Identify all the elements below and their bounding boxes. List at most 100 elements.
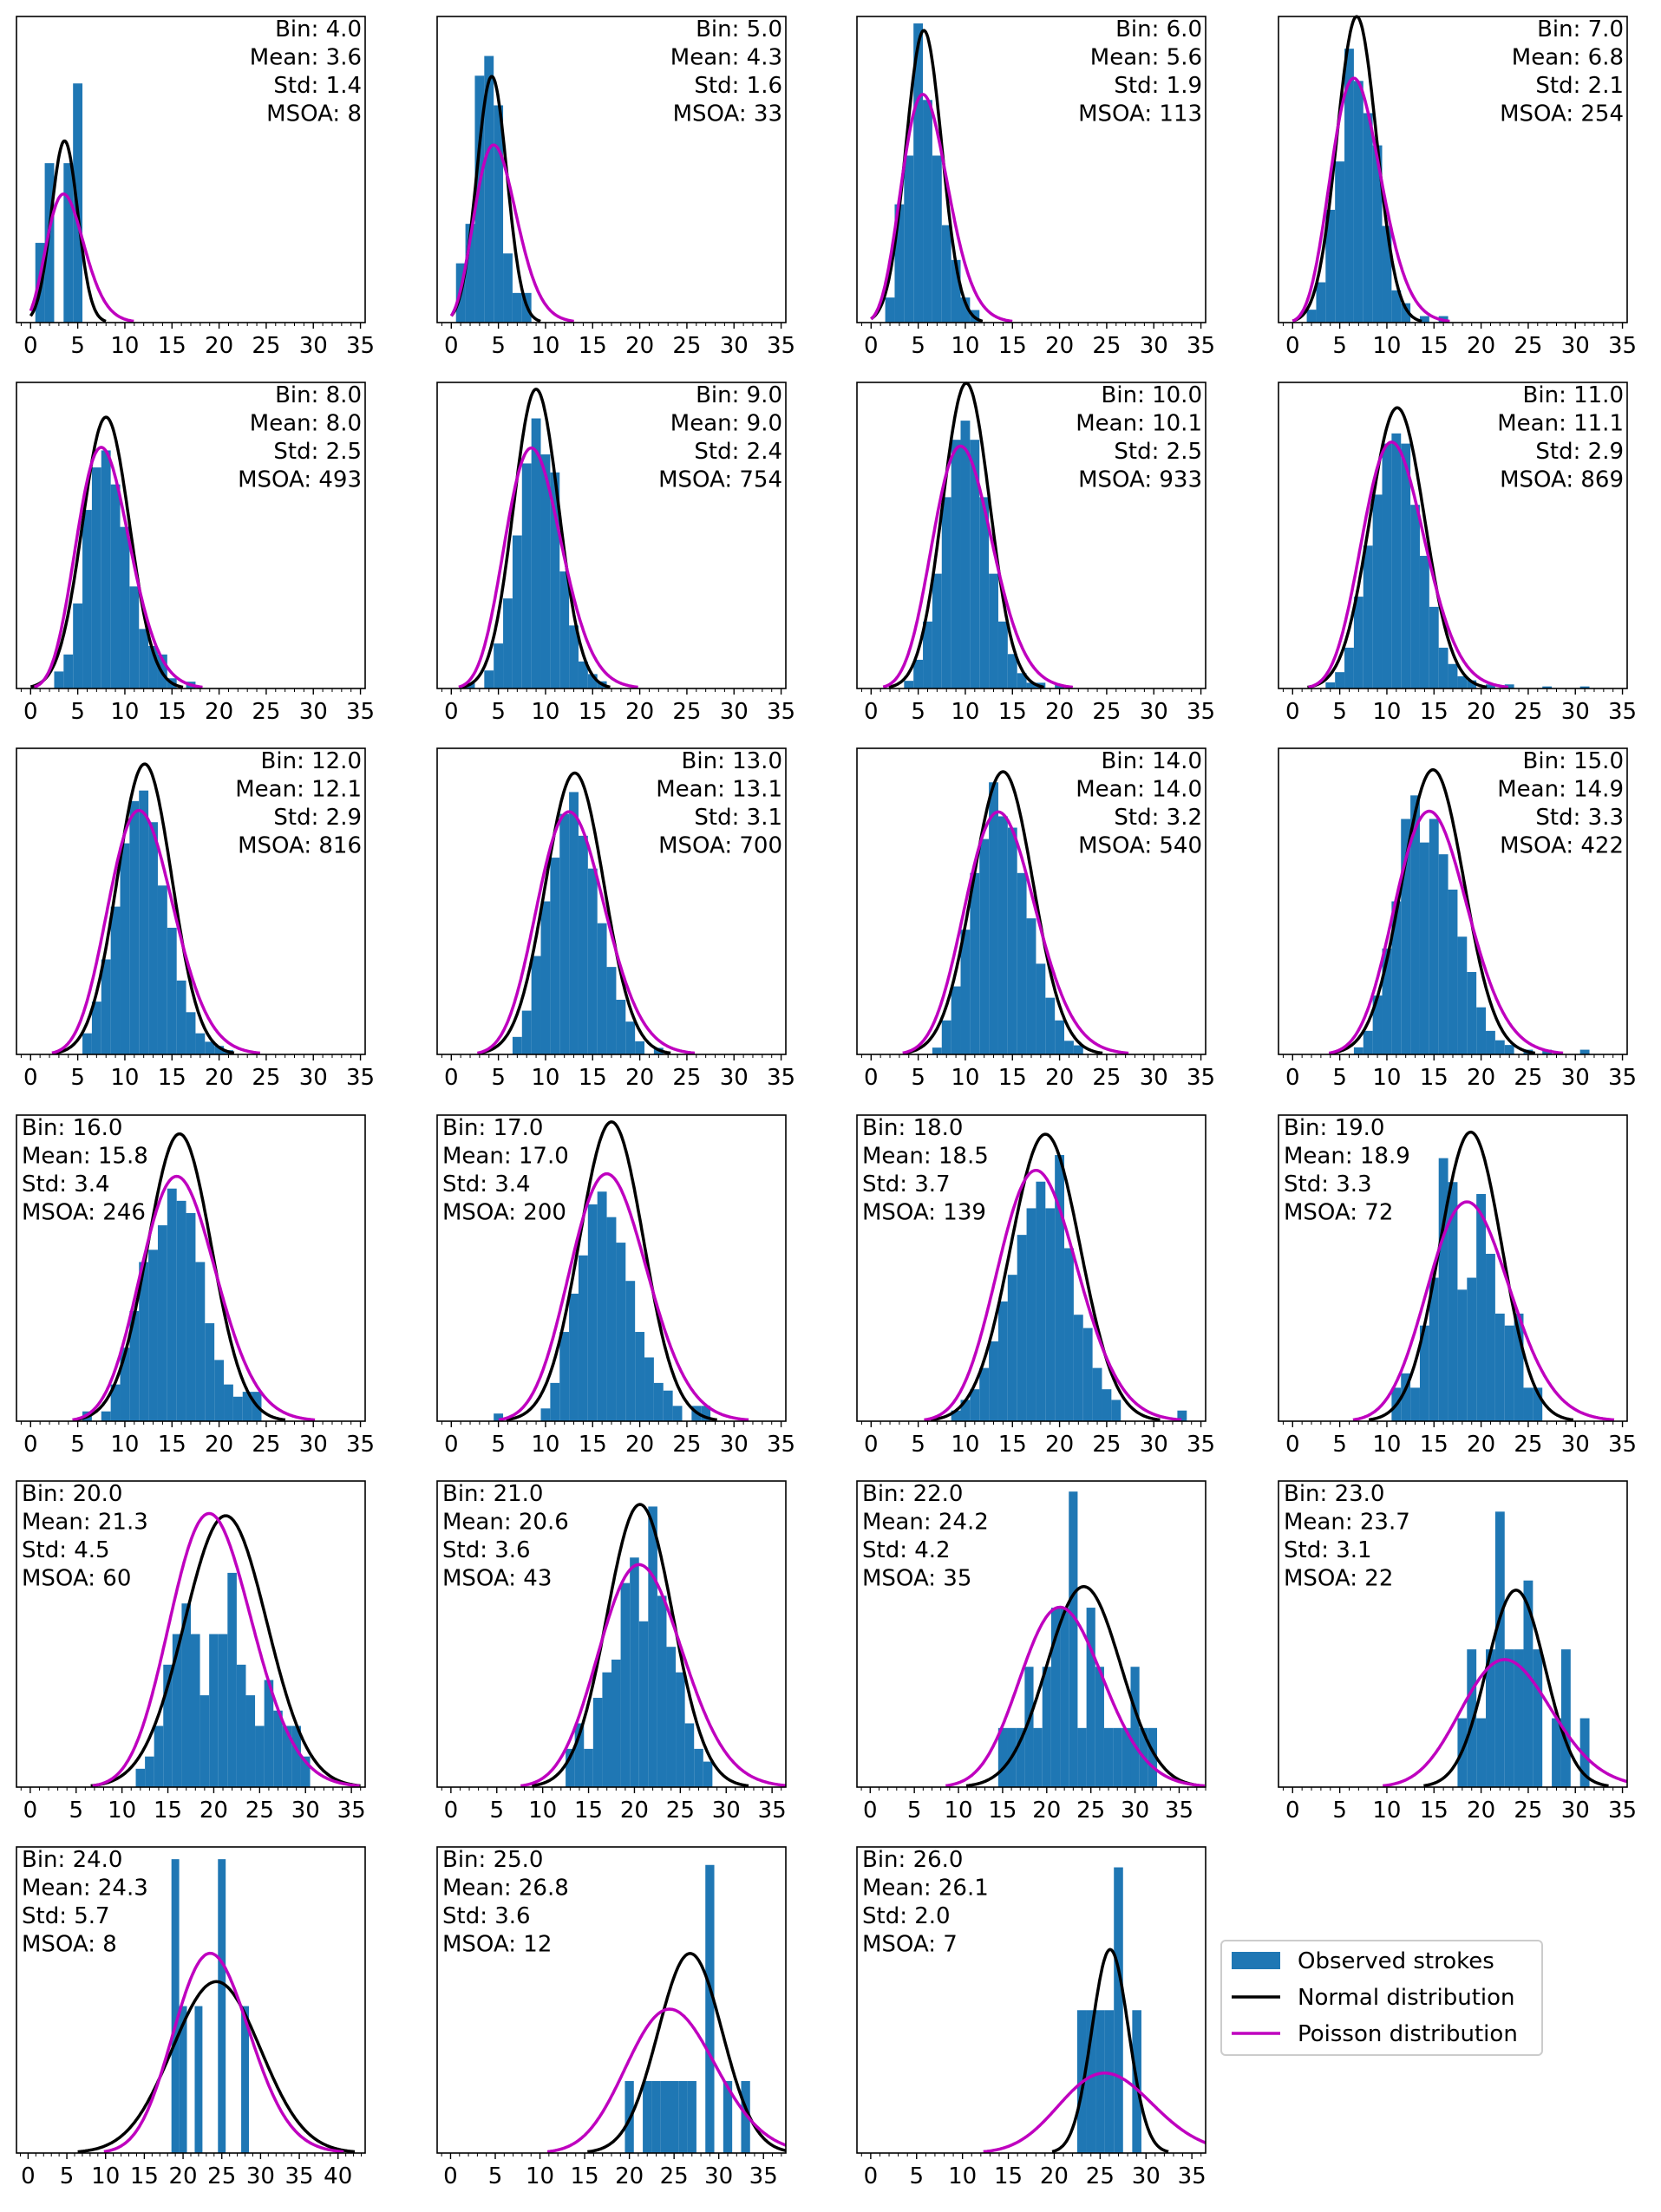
x-tick-label: 25	[1086, 2163, 1115, 2189]
stats-annotation-line: Mean: 15.8	[22, 1144, 148, 1170]
x-tick-label: 15	[154, 1798, 182, 1824]
stats-annotation-line: Bin: 14.0	[1102, 748, 1202, 774]
x-tick-label: 40	[324, 2163, 352, 2189]
stats-annotation-line: Bin: 7.0	[1537, 16, 1624, 42]
observed-bar	[625, 1281, 636, 1421]
x-tick-label: 30	[1561, 1798, 1590, 1824]
observed-bar	[597, 1191, 607, 1421]
observed-bar	[923, 621, 932, 688]
observed-bar	[120, 1347, 130, 1421]
observed-bar	[569, 1293, 579, 1421]
x-tick-label: 35	[767, 1065, 795, 1091]
stats-annotation-line: Bin: 8.0	[275, 382, 362, 408]
legend-label-observed: Observed strokes	[1298, 1948, 1494, 1974]
x-tick-label: 15	[1420, 1432, 1448, 1458]
observed-bar	[678, 2080, 688, 2153]
observed-bar	[465, 224, 475, 323]
observed-bar	[205, 1041, 215, 1054]
normal-curve	[29, 415, 184, 689]
x-tick-label: 10	[1372, 1798, 1401, 1824]
observed-bar	[145, 1756, 154, 1787]
x-tick-label: 20	[625, 1432, 654, 1458]
observed-bar	[148, 1250, 158, 1421]
observed-bar	[1514, 1313, 1524, 1421]
observed-bar	[1095, 1667, 1104, 1787]
x-tick-label: 35	[1165, 1798, 1193, 1824]
observed-bar	[245, 1695, 256, 1787]
observed-bar	[176, 1200, 186, 1421]
observed-bar	[1007, 1275, 1017, 1421]
observed-bar	[1363, 1030, 1373, 1054]
x-tick-label: 15	[1420, 1065, 1448, 1091]
observed-bar	[597, 923, 607, 1054]
observed-bar	[550, 858, 560, 1054]
observed-bar	[1494, 1511, 1505, 1787]
x-tick-label: 35	[346, 1432, 375, 1458]
observed-bar	[1514, 1649, 1524, 1787]
observed-bar	[951, 986, 961, 1054]
observed-bar	[569, 792, 579, 1054]
observed-bar	[684, 1723, 695, 1787]
x-tick-label: 15	[158, 699, 186, 725]
x-tick-label: 5	[911, 1432, 925, 1458]
observed-bar	[232, 1396, 243, 1421]
observed-bar	[1438, 647, 1448, 688]
stats-annotation-line: MSOA: 540	[1078, 833, 1202, 859]
observed-bar	[592, 1698, 603, 1787]
x-tick-label: 5	[69, 1798, 83, 1824]
poisson-curve	[982, 2072, 1207, 2154]
x-tick-label: 5	[1332, 699, 1347, 725]
observed-bar	[1552, 1718, 1561, 1787]
x-tick-label: 20	[1045, 699, 1074, 725]
observed-bar	[666, 1647, 677, 1787]
x-tick-label: 0	[443, 2163, 458, 2189]
observed-bar	[282, 1726, 292, 1787]
observed-bar	[1064, 1041, 1074, 1054]
x-tick-label: 0	[23, 333, 38, 359]
x-tick-label: 25	[252, 1432, 280, 1458]
x-tick-label: 10	[1372, 1432, 1401, 1458]
x-tick-label: 10	[951, 699, 979, 725]
stats-annotation-line: Bin: 9.0	[696, 382, 782, 408]
x-tick-label: 30	[720, 1432, 749, 1458]
observed-bar	[194, 2006, 203, 2153]
observed-bar	[1353, 81, 1363, 323]
observed-bar	[1060, 1608, 1069, 1787]
observed-bar	[172, 1634, 182, 1787]
x-tick-label: 10	[531, 1065, 559, 1091]
observed-bar	[1401, 1373, 1411, 1421]
x-tick-label: 10	[108, 1798, 136, 1824]
x-tick-label: 5	[491, 333, 506, 359]
observed-bar	[1504, 684, 1514, 688]
x-tick-label: 5	[1332, 1432, 1347, 1458]
stats-annotation-line: Bin: 10.0	[1102, 382, 1202, 408]
observed-bar	[1042, 1667, 1051, 1787]
observed-bar	[1429, 606, 1439, 688]
stats-annotation-line: MSOA: 700	[658, 833, 782, 859]
observed-bar	[82, 510, 92, 688]
x-tick-label: 20	[1467, 699, 1495, 725]
x-tick-label: 35	[1608, 1065, 1637, 1091]
observed-bar	[1533, 1649, 1543, 1787]
observed-bar	[1382, 443, 1392, 688]
normal-curve	[461, 388, 611, 689]
observed-bar	[1448, 1182, 1458, 1421]
observed-bar	[970, 440, 980, 688]
x-tick-label: 15	[998, 1432, 1027, 1458]
observed-bar	[574, 1723, 585, 1787]
observed-bar	[171, 1859, 180, 2153]
x-tick-label: 0	[864, 333, 879, 359]
x-tick-label: 30	[704, 2163, 733, 2189]
x-tick-label: 15	[579, 1432, 607, 1458]
x-tick-label: 35	[767, 1432, 795, 1458]
x-tick-label: 10	[1372, 333, 1401, 359]
x-tick-label: 5	[60, 2163, 75, 2189]
observed-bar	[1391, 433, 1402, 688]
x-tick-label: 5	[909, 2163, 924, 2189]
x-tick-label: 5	[1332, 333, 1347, 359]
observed-bar	[1401, 819, 1411, 1054]
